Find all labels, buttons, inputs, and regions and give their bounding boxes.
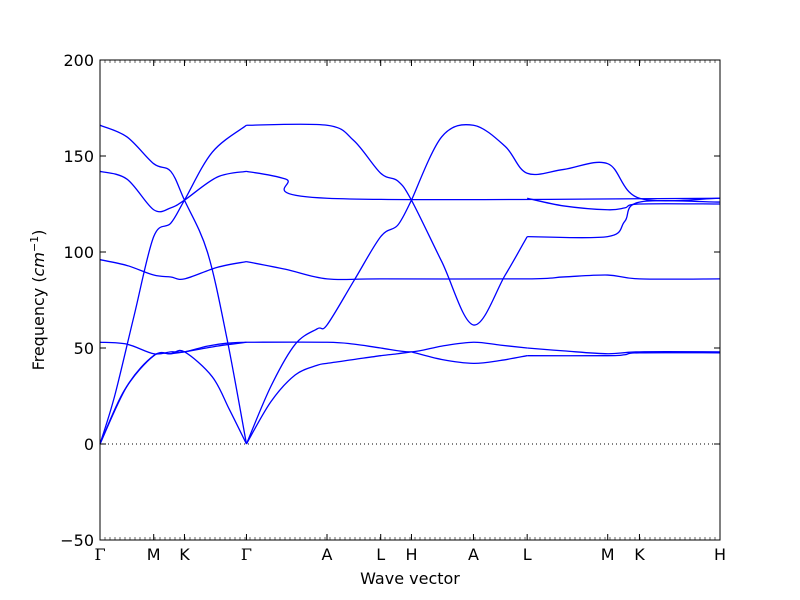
x-tick-label: L bbox=[523, 545, 532, 564]
band-line-8 bbox=[245, 351, 412, 445]
x-tick-label: H bbox=[405, 545, 417, 564]
x-tick-label: M bbox=[601, 545, 615, 564]
y-axis-unit-base: cm bbox=[29, 252, 48, 276]
y-axis-label: Frequency (cm−1) bbox=[28, 230, 48, 371]
x-tick-label: Γ bbox=[241, 545, 252, 564]
band-line-10 bbox=[246, 341, 528, 353]
x-tick-label: H bbox=[714, 545, 726, 564]
y-tick-label: 50 bbox=[74, 339, 94, 358]
x-tick-label: K bbox=[179, 545, 190, 564]
y-axis-unit-exponent: −1 bbox=[28, 236, 41, 252]
x-tick-label: K bbox=[634, 545, 645, 564]
x-tick-label: L bbox=[376, 545, 385, 564]
band-line-4 bbox=[99, 341, 247, 445]
band-line-17 bbox=[527, 197, 721, 211]
y-tick-label: 150 bbox=[63, 147, 94, 166]
y-tick-label: −50 bbox=[60, 531, 94, 550]
band-line-2 bbox=[99, 124, 247, 445]
y-tick-label: 0 bbox=[84, 435, 94, 454]
band-line-19 bbox=[527, 352, 721, 357]
band-line-14 bbox=[246, 123, 528, 326]
band-line-3 bbox=[99, 341, 247, 355]
band-line-16 bbox=[527, 200, 721, 239]
band-line-15 bbox=[410, 124, 721, 202]
plot-area-frame bbox=[99, 59, 721, 541]
band-line-13 bbox=[246, 170, 721, 201]
y-tick-label: 200 bbox=[63, 51, 94, 70]
band-line-18 bbox=[527, 347, 721, 355]
x-tick-label: A bbox=[322, 545, 333, 564]
band-line-5 bbox=[99, 259, 247, 280]
y-axis-label-text: Frequency bbox=[29, 288, 48, 371]
x-tick-label: M bbox=[147, 545, 161, 564]
x-tick-label: Γ bbox=[94, 545, 105, 564]
x-axis-label: Wave vector bbox=[360, 569, 460, 588]
band-line-12 bbox=[246, 260, 721, 281]
band-line-7 bbox=[99, 124, 248, 445]
band-line-9 bbox=[245, 199, 413, 445]
band-line-11 bbox=[411, 351, 528, 365]
x-tick-label: A bbox=[468, 545, 479, 564]
y-tick-label: 100 bbox=[63, 243, 94, 262]
band-line-6 bbox=[99, 170, 247, 213]
